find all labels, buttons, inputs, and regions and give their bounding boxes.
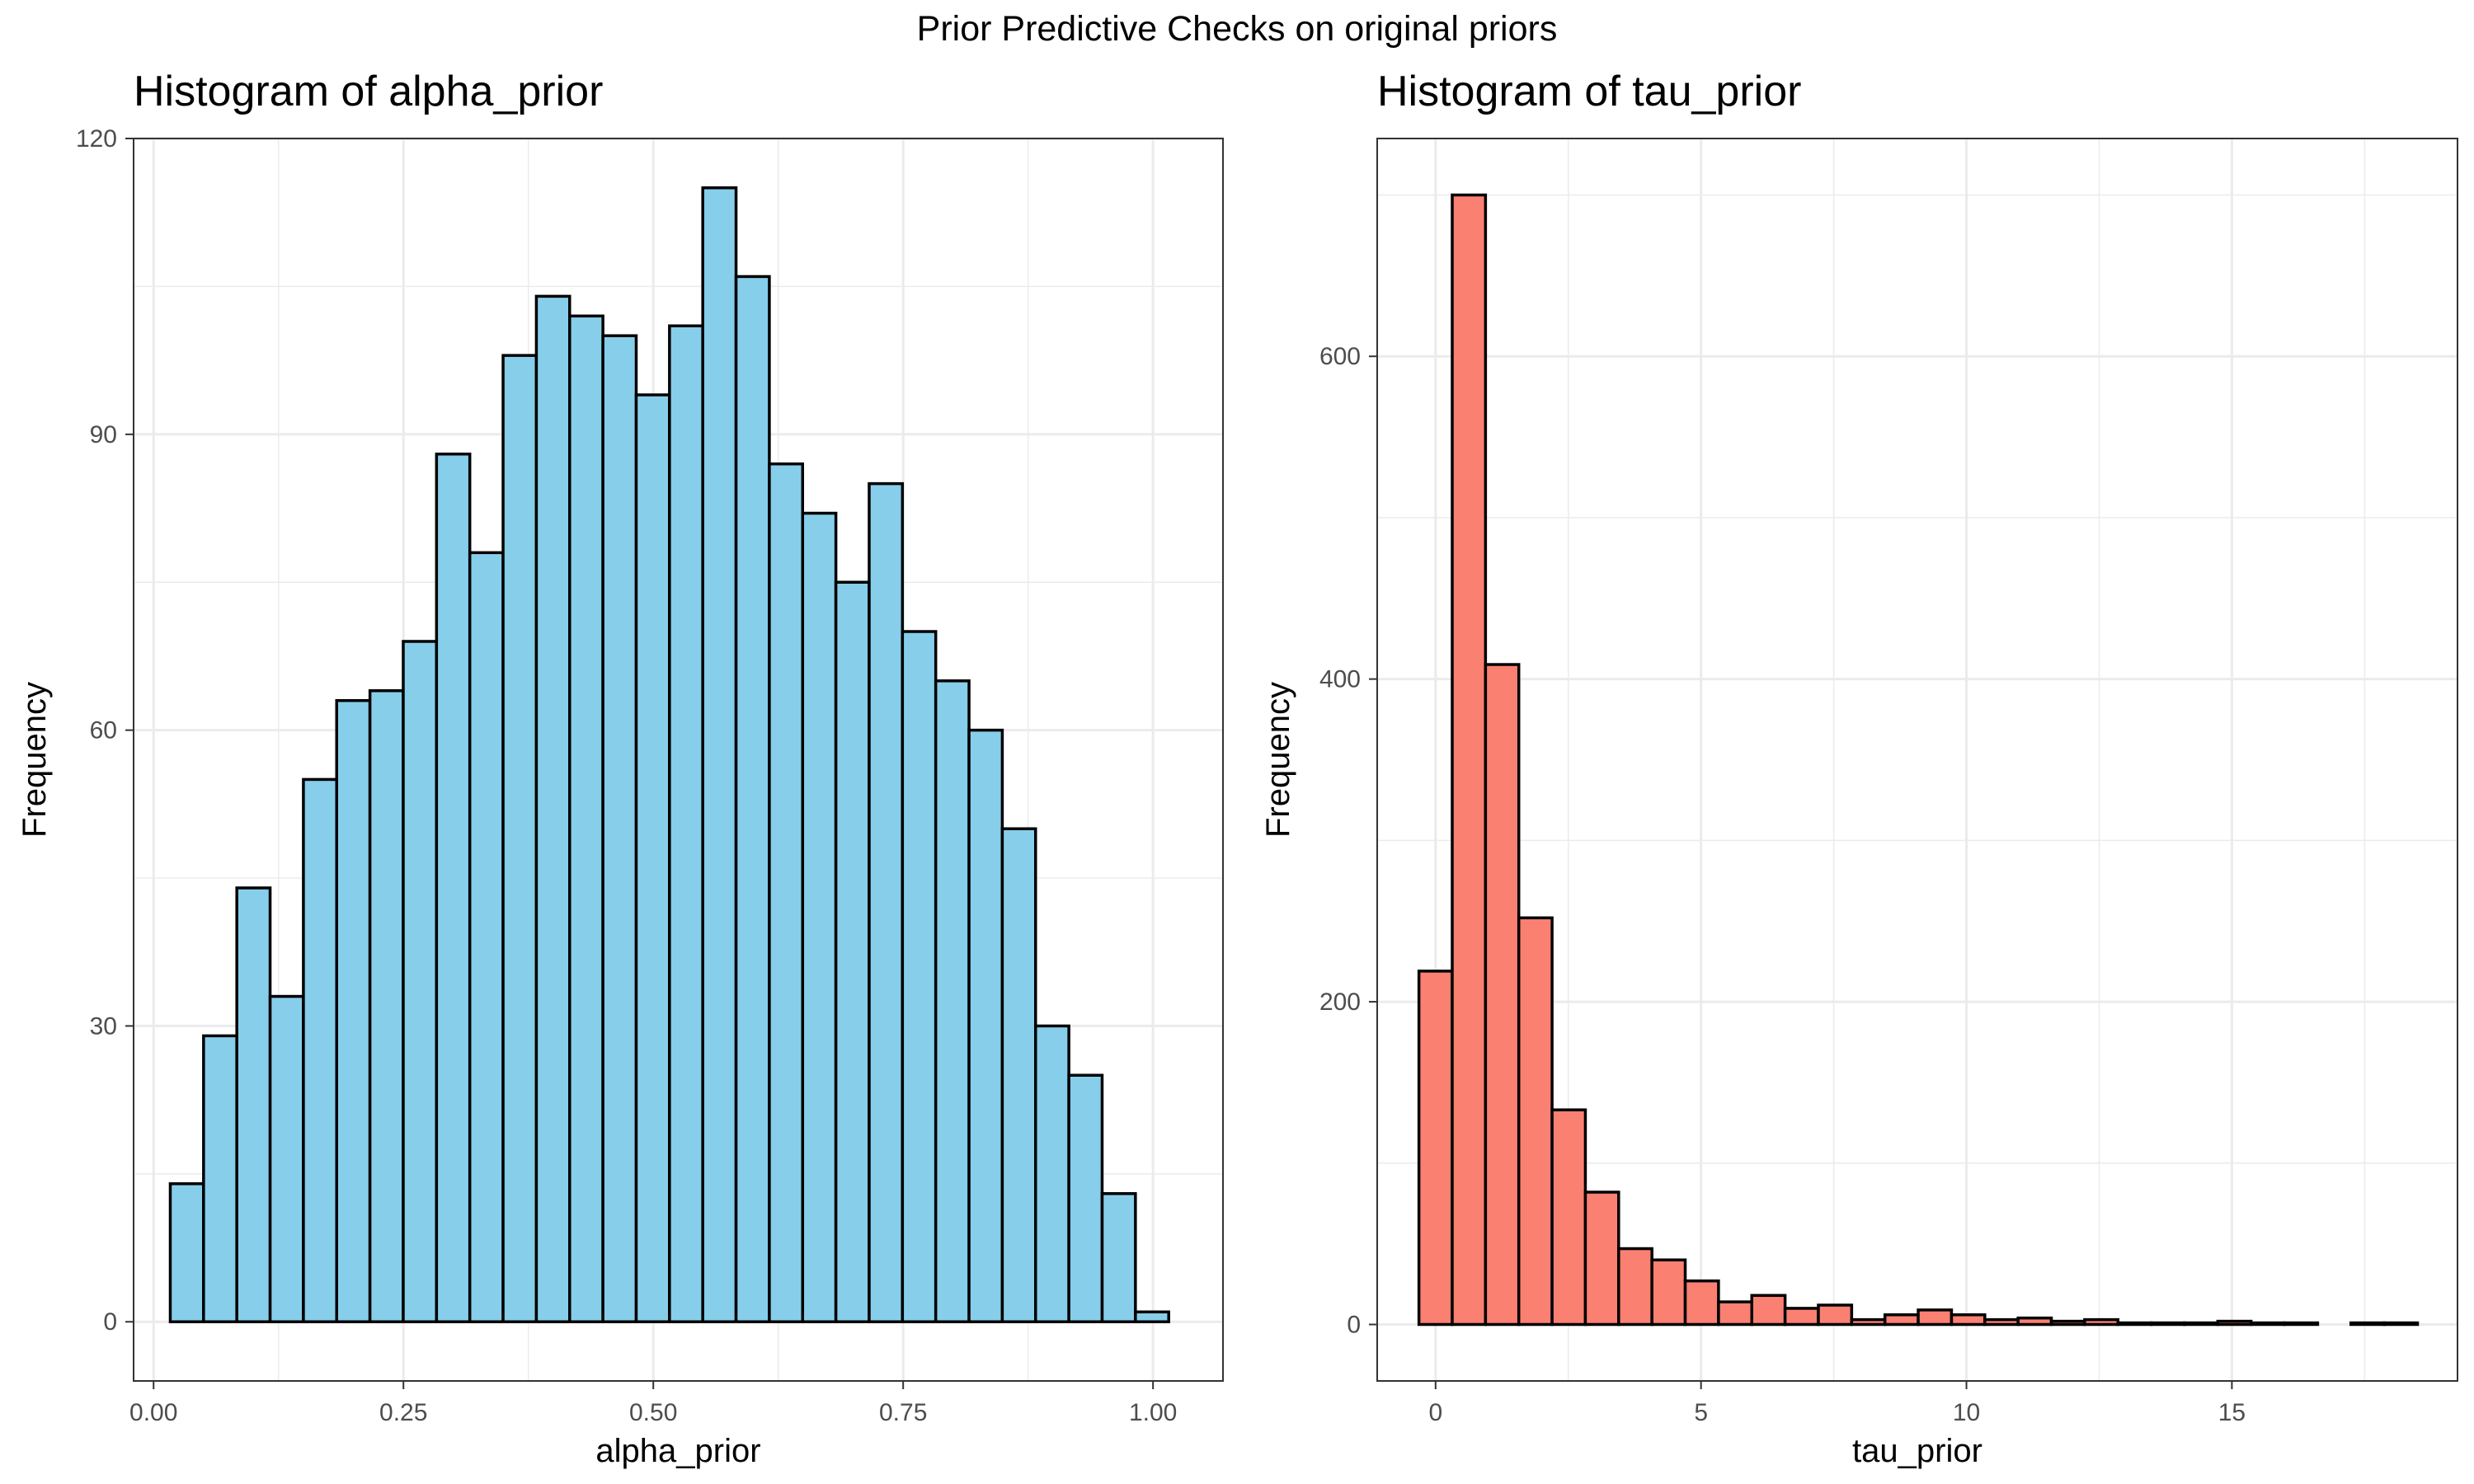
y-tick-label: 600 — [1319, 343, 1361, 370]
histogram-bar — [1134, 1310, 1170, 1323]
histogram-bar — [2283, 1321, 2320, 1327]
histogram-bar — [634, 393, 671, 1323]
histogram-bar — [834, 580, 871, 1323]
histogram-bar — [1983, 1317, 2020, 1327]
histogram-bar — [2116, 1321, 2153, 1327]
histogram-bar — [1000, 827, 1037, 1323]
histogram-bar — [868, 481, 905, 1323]
histogram-bar — [2382, 1321, 2420, 1327]
histogram-bar — [1517, 916, 1554, 1327]
histogram-panel-2: 0 200 400 600 0 5 10 15 Histogram of tau_priorta… — [1260, 68, 2458, 1469]
y-tick-label: 0 — [103, 1308, 117, 1336]
histogram-bar — [1417, 970, 1454, 1327]
y-axis-label: Frequency — [16, 682, 53, 838]
histogram-bar — [534, 294, 571, 1323]
histogram-bar — [2016, 1316, 2053, 1327]
histogram-bar — [734, 275, 771, 1323]
histogram-bar — [1950, 1313, 1987, 1327]
histogram-bar — [2049, 1319, 2086, 1327]
histogram-bar — [402, 640, 439, 1323]
histogram-bar — [335, 698, 372, 1323]
histogram-bar — [235, 886, 272, 1323]
histogram-bar — [1917, 1308, 1954, 1327]
histogram-bar — [1034, 1024, 1070, 1323]
panel-title: Histogram of tau_prior — [1377, 68, 1801, 115]
y-axis-label: Frequency — [1260, 682, 1296, 838]
histogram-panel-1: 0 30 60 90 120 0.00 0.25 0.50 0.75 1.00 Histogram … — [16, 68, 1224, 1469]
histogram-bar — [168, 1182, 205, 1323]
x-tick-label: 5 — [1694, 1399, 1708, 1426]
histogram-bar — [1550, 1108, 1587, 1327]
histogram-bar — [967, 728, 1004, 1323]
histogram-bars — [1417, 193, 2420, 1327]
histogram-bar — [2083, 1317, 2119, 1327]
histogram-bar — [1817, 1303, 1854, 1327]
x-tick-label: 0.50 — [629, 1399, 677, 1426]
histogram-bar — [601, 334, 638, 1323]
x-axis-label: alpha_prior — [595, 1433, 760, 1469]
histogram-bar — [1683, 1279, 1720, 1327]
histogram-bar — [302, 777, 339, 1323]
y-tick-label: 0 — [1347, 1312, 1361, 1339]
histogram-bar — [1067, 1073, 1104, 1323]
histogram-bar — [2349, 1321, 2386, 1327]
histogram-bar — [1617, 1247, 1653, 1327]
x-tick-label: 1.00 — [1129, 1399, 1177, 1426]
histogram-bar — [934, 679, 971, 1323]
histogram-bar — [268, 994, 305, 1323]
y-tick-label: 200 — [1319, 989, 1361, 1016]
y-tick-label: 400 — [1319, 666, 1361, 693]
histogram-bar — [768, 462, 805, 1323]
histogram-bar — [701, 186, 738, 1323]
x-axis-label: tau_prior — [1852, 1433, 1982, 1469]
x-tick-label: 0.00 — [129, 1399, 177, 1426]
x-tick-label: 0 — [1428, 1399, 1442, 1426]
x-tick-label: 0.75 — [879, 1399, 927, 1426]
histogram-bar — [2249, 1321, 2286, 1327]
histogram-bar — [2183, 1321, 2220, 1327]
histogram-bar — [1451, 193, 1488, 1327]
histogram-bar — [468, 551, 505, 1323]
histogram-bar — [1783, 1307, 1820, 1327]
histogram-bar — [901, 630, 938, 1323]
panel-title: Histogram of alpha_prior — [134, 68, 603, 115]
histogram-bar — [568, 314, 604, 1323]
y-tick-label: 60 — [90, 717, 117, 744]
histogram-bar — [1583, 1190, 1620, 1327]
histogram-bar — [501, 354, 539, 1323]
histogram-bar — [202, 1034, 238, 1323]
histogram-bar — [1484, 663, 1521, 1327]
y-tick-label: 30 — [90, 1012, 117, 1040]
y-tick-label: 120 — [76, 125, 117, 153]
histogram-bar — [1850, 1317, 1887, 1327]
histogram-bars — [168, 186, 1170, 1323]
histogram-bar — [1750, 1294, 1787, 1327]
x-tick-label: 0.25 — [379, 1399, 427, 1426]
x-tick-label: 10 — [1953, 1399, 1980, 1426]
panel-border — [133, 138, 1224, 1382]
x-tick-label: 15 — [2218, 1399, 2246, 1426]
histogram-bar — [1100, 1192, 1137, 1323]
histogram-bar — [1717, 1300, 1754, 1327]
histogram-bar — [368, 689, 405, 1323]
histogram-bar — [2216, 1319, 2253, 1327]
y-tick-label: 90 — [90, 421, 117, 448]
histogram-bar — [1883, 1313, 1920, 1327]
panel-border — [1376, 138, 2458, 1382]
histogram-bar — [435, 452, 472, 1323]
histogram-bar — [668, 324, 704, 1323]
histogram-bar — [2149, 1321, 2186, 1327]
histogram-bar — [1650, 1258, 1687, 1327]
histogram-bar — [801, 511, 838, 1323]
figure-title: Prior Predictive Checks on original prio… — [916, 9, 1558, 49]
